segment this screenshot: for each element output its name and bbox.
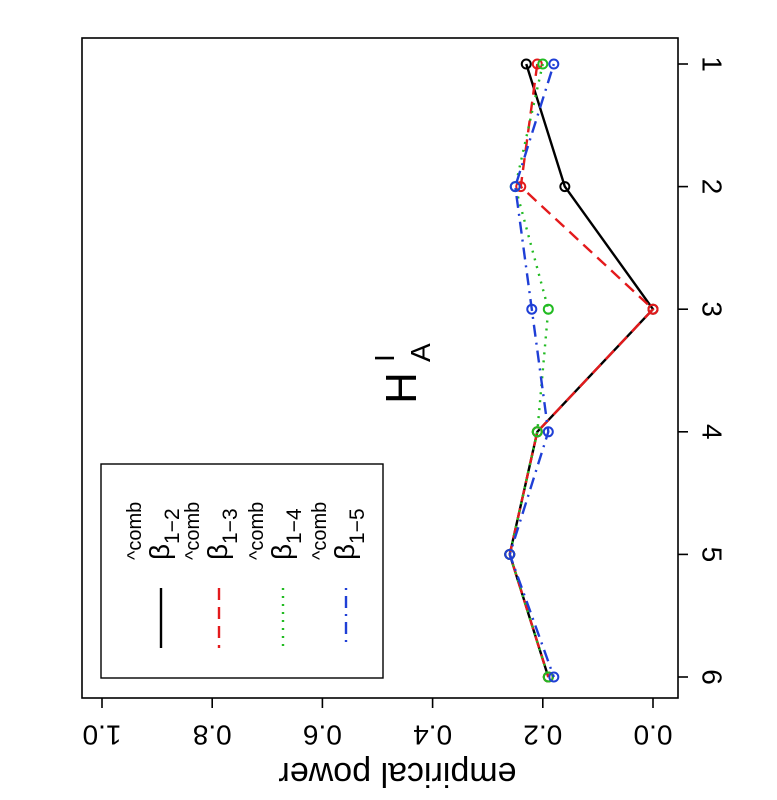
series-4-point [548, 671, 560, 683]
x-tick-label: 3 [697, 301, 728, 317]
series-2-point [515, 181, 527, 193]
y-tick-label: 1.0 [83, 720, 122, 751]
series-line-2 [508, 63, 655, 678]
series-line-1 [508, 63, 655, 678]
x-tick-label: 6 [697, 669, 728, 685]
x-tick-label: 4 [697, 424, 728, 440]
series-line-4 [508, 63, 555, 678]
series-3-point [531, 426, 543, 438]
legend-label-sup: ^comb [246, 502, 268, 560]
title-superscript: I [369, 354, 400, 362]
series-3-point [537, 58, 549, 70]
legend-label-sup: ^comb [309, 502, 331, 560]
legend-label-main: β [329, 544, 360, 560]
legend-label-sub: 1−3 [219, 508, 242, 544]
x-tick-label: 2 [697, 179, 728, 195]
series-4-point [509, 181, 521, 193]
legend-label-sub: 1−4 [283, 508, 306, 544]
legend-label-main: β [202, 544, 233, 560]
y-tick-label: 0.6 [303, 720, 342, 751]
y-tick-label: 0.0 [634, 720, 673, 751]
series-4-point [526, 303, 538, 315]
y-tick-label: 0.4 [413, 720, 452, 751]
series-4-point [548, 58, 560, 70]
legend-label-sub: 1−5 [346, 508, 369, 544]
legend-label-main: β [266, 544, 297, 560]
x-tick-label: 5 [697, 547, 728, 563]
chart-title: H I A [369, 343, 436, 404]
legend-label-main: β [144, 544, 175, 560]
legend-label-sub: 1−2 [161, 508, 184, 544]
title-subscript: A [405, 343, 436, 362]
title-main: H [377, 372, 426, 404]
y-tick-label: 0.2 [523, 720, 562, 751]
y-tick-label: 0.8 [193, 720, 232, 751]
legend [100, 463, 384, 679]
series-2-point [647, 303, 659, 315]
series-line-3 [508, 63, 550, 678]
series-3-point [542, 303, 554, 315]
series-1-point [559, 181, 571, 193]
series-4-point [542, 426, 554, 438]
y-axis-label: empirical power [278, 755, 516, 793]
legend-label-sup: ^comb [124, 502, 146, 560]
plot-frame [81, 37, 679, 699]
plot-area: 1 2 3 4 5 6 0.0 0.2 0.4 0.6 0.8 1.0 empirical power H… [81, 37, 728, 793]
series-4-point [504, 548, 516, 560]
series-1-point [520, 58, 532, 70]
legend-label-sup: ^comb [182, 502, 204, 560]
x-tick-label: 1 [697, 56, 728, 72]
